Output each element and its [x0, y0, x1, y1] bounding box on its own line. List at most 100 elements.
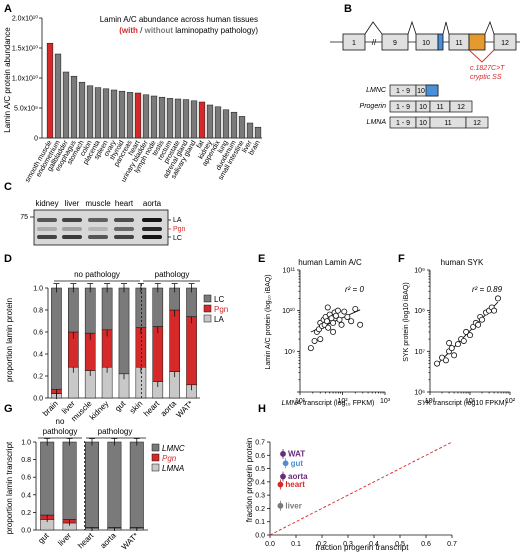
panel-d-bar-segment — [153, 288, 163, 327]
panel-a-bar — [167, 98, 173, 138]
progerin-box-11-label: 11 — [436, 104, 443, 111]
legend-pgn-t-label: Pgn — [162, 454, 177, 463]
panel-g-x-tick-label: liver — [56, 531, 73, 548]
panel-f-xlabel-rest: transcript (log10 FPKM) — [431, 400, 507, 407]
panel-f-point — [479, 317, 484, 322]
panel-e-point — [358, 322, 363, 327]
panel-f-point — [461, 338, 466, 343]
lmna-box-1-9-label: 1 - 9 — [396, 120, 410, 127]
western-band — [142, 218, 162, 222]
western-band — [62, 235, 82, 239]
panel-g-x-tick-label: heart — [76, 531, 96, 551]
panel-a-bar — [175, 99, 181, 138]
panel-e-point — [353, 306, 358, 311]
panel-d-bar-segment — [153, 327, 163, 382]
panel-e-point — [337, 317, 342, 322]
panel-g-bar-segment — [40, 442, 53, 515]
panel-d-bar-segment — [102, 288, 112, 330]
exon-9-label: 9 — [393, 40, 397, 47]
panel-f-y-tick-label: 10⁷ — [415, 349, 426, 356]
western-band — [142, 235, 162, 239]
panel-f-r2: r² = 0.89 — [472, 285, 503, 294]
panel-d-y-tick-label: 0.8 — [33, 308, 43, 315]
legend-lmnc-label: LMNC — [162, 444, 185, 453]
panel-a: A 05.0x10⁹1.0x10¹⁰1.5x10¹⁰2.0x10¹⁰ Lamin… — [3, 3, 262, 184]
panel-e-point — [345, 314, 350, 319]
panel-a-bar — [103, 89, 109, 138]
lmnc-box-10-label: 10 — [417, 88, 425, 95]
panel-h-y-tick-label: 0.0 — [255, 533, 265, 540]
panel-a-subtitle: (with / without laminopathy pathology) — [119, 26, 258, 35]
panel-d-y-tick-label: 0.0 — [33, 396, 43, 403]
panel-g-x-tick-label: aorta — [99, 531, 119, 551]
panel-h-letter: H — [258, 403, 266, 415]
panel-h-y-tick-label: 0.7 — [255, 440, 265, 447]
panel-c-letter: C — [4, 181, 12, 193]
splice-arc-3 — [443, 22, 449, 34]
isoform-progerin-name: Progerin — [360, 103, 387, 110]
panel-g-x-tick-label: gut — [36, 531, 51, 546]
splice-arc-4 — [485, 22, 494, 34]
panel-a-bar — [255, 127, 261, 138]
splice-arc-2 — [408, 22, 416, 34]
panel-a-bar — [215, 107, 221, 138]
panel-a-bar — [207, 105, 213, 138]
western-lane-label: liver — [65, 199, 80, 208]
panel-g-ylabel: proportion lamin transcript — [5, 441, 14, 534]
panel-e-point — [339, 322, 344, 327]
panel-e-ylabel: Lamin A/C protein (log₁₀ iBAQ) — [265, 274, 272, 369]
legend-pgn-t-swatch — [152, 454, 159, 461]
panel-e-letter: E — [258, 253, 265, 265]
panel-d-y-tick-label: 1.0 — [33, 286, 43, 293]
panel-g-y-tick-label: 0.6 — [21, 475, 31, 482]
panel-g-y-tick-label: 0.2 — [21, 510, 31, 517]
panel-d-ylabel: proportion lamin protein — [5, 298, 14, 382]
panel-d-group-no-pathology: no pathology — [74, 270, 120, 279]
panel-a-bar — [71, 76, 77, 138]
panel-h-x-tick-label: 0.1 — [291, 541, 301, 548]
panel-e-chart: 10⁹10¹⁰10¹¹10¹ 10² 10³ — [282, 268, 391, 406]
panel-b-letter: B — [344, 3, 352, 15]
panel-e-point — [349, 319, 354, 324]
panel-h-point-label: gut — [291, 459, 304, 468]
panel-e-point — [342, 309, 347, 314]
western-marker-label: 75 — [20, 214, 28, 221]
panel-d-bar-segment — [136, 288, 146, 328]
panel-f-point — [446, 340, 451, 345]
panel-e-y-tick-label: 10⁹ — [284, 349, 295, 356]
panel-a-subtitle-without: without — [144, 26, 174, 35]
panel-d-x-tick-label: heart — [142, 399, 162, 419]
western-lane-label: kidney — [35, 199, 58, 208]
western-band — [88, 218, 108, 222]
exon-1-label: 1 — [352, 40, 356, 47]
panel-a-y-tick-label: 1.5x10¹⁰ — [12, 45, 38, 53]
exon-11-progerin-region — [469, 34, 485, 50]
panel-h-x-tick-label: 0.7 — [447, 541, 457, 548]
panel-e-point — [312, 338, 317, 343]
panel-g-bar-segment — [63, 442, 76, 519]
panel-f-xlabel-gene: SYK — [417, 400, 431, 407]
panel-d-x-tick-label: kidney — [88, 399, 111, 422]
western-band — [62, 218, 82, 222]
western-blot-bands — [37, 218, 162, 239]
panel-d-bar-segment — [68, 288, 78, 332]
exon-11-label: 11 — [455, 40, 462, 47]
panel-c: C 75 kidney liver muscle heart aorta LA Pgn … — [4, 181, 186, 245]
panel-h-point — [278, 482, 283, 487]
band-la-label: LA — [173, 217, 182, 224]
panel-h-ylabel: fraction progerin protein — [245, 438, 254, 523]
isoform-lmnc-name: LMNC — [366, 87, 387, 94]
western-band — [37, 218, 57, 222]
panel-h-point-label: WAT — [288, 449, 305, 458]
panel-d-bar-segment — [186, 317, 196, 385]
western-lane-label: aorta — [143, 199, 162, 208]
panel-a-bar — [55, 54, 61, 138]
panel-h-point-label: liver — [285, 501, 301, 510]
panel-d-x-tick-label: brain — [41, 399, 60, 418]
panel-h-point — [281, 452, 286, 457]
panel-g-group-no-1: no — [56, 417, 65, 426]
legend-lmnc-swatch — [152, 444, 159, 451]
panel-d-x-tick-label: gut — [113, 399, 128, 414]
cryptic-ss-annotation: cryptic SS — [470, 74, 502, 81]
